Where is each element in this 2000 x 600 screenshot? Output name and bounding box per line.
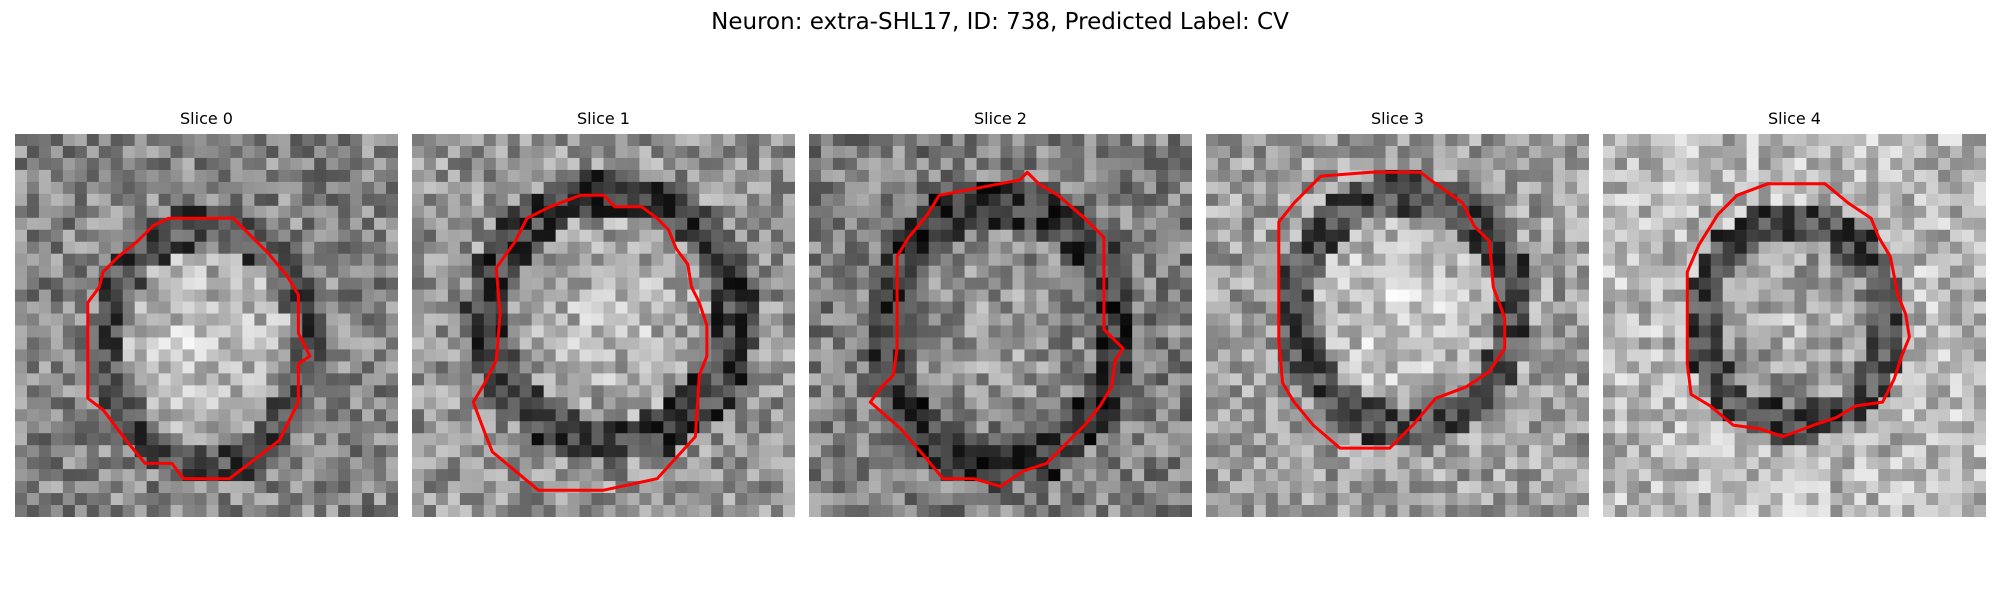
slice-image-2 xyxy=(809,134,1192,517)
segmentation-contour xyxy=(868,170,1125,488)
slice-image-1 xyxy=(412,134,795,517)
slice-title-2: Slice 2 xyxy=(974,109,1027,128)
segmentation-contour xyxy=(86,216,312,481)
figure-title: Neuron: extra-SHL17, ID: 738, Predicted … xyxy=(711,9,1289,35)
slice-title-1: Slice 1 xyxy=(577,109,630,128)
slice-image-3 xyxy=(1206,134,1589,517)
segmentation-contour xyxy=(471,193,709,492)
segmentation-contour xyxy=(1685,182,1911,439)
slice-title-4: Slice 4 xyxy=(1768,109,1821,128)
slice-title-0: Slice 0 xyxy=(180,109,233,128)
slice-title-3: Slice 3 xyxy=(1371,109,1424,128)
slice-image-0 xyxy=(15,134,398,517)
segmentation-contour xyxy=(1277,170,1507,450)
slice-image-4 xyxy=(1603,134,1986,517)
